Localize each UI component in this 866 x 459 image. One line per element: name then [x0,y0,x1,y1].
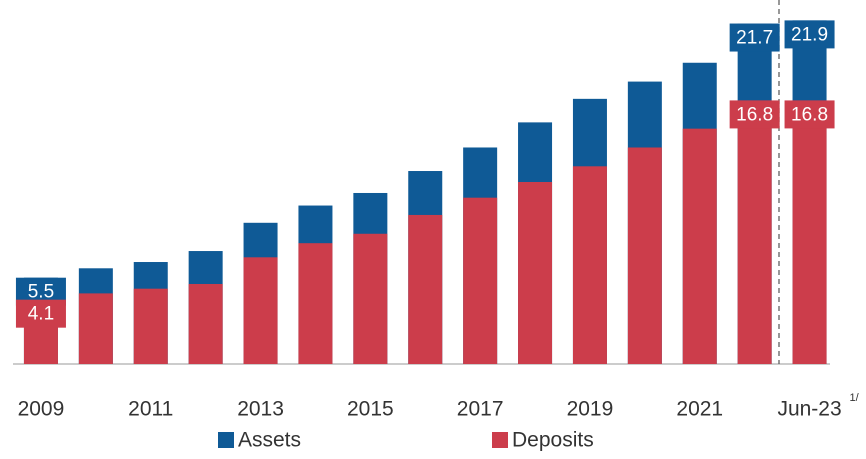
value-label: 5.5 [28,282,54,303]
bar [133,288,168,364]
x-tick-label: 2009 [18,398,65,421]
bar [408,214,443,364]
value-label: 21.9 [791,24,828,45]
bar [518,182,553,364]
x-tick-label: 2021 [676,398,723,421]
value-label-box [729,23,780,52]
footnote-mark: 1/ [850,392,860,404]
x-tick-label: 2019 [567,398,614,421]
value-label-box [784,100,835,129]
bar [463,197,498,364]
legend-swatch [492,432,508,448]
bar [682,128,717,364]
x-tick-label: 2015 [347,398,394,421]
bar [188,283,223,364]
bar [627,147,662,364]
value-label: 4.1 [28,304,54,325]
x-tick-label: 2011 [128,398,173,421]
value-label-box [15,299,66,328]
bar [243,257,278,364]
bar [353,233,388,364]
x-tick-label: 2013 [237,398,284,421]
legend-swatch [218,432,234,448]
x-tick-label: 2017 [457,398,504,421]
bar [792,100,827,365]
x-tick-label: Jun-23 [777,398,841,421]
value-label-box [729,100,780,129]
bar [298,243,333,364]
legend-label: Deposits [512,429,594,452]
bar [737,100,772,365]
bar [78,293,113,364]
bar [572,166,607,364]
value-label: 16.8 [736,104,773,125]
value-label-box [784,20,835,49]
value-label: 16.8 [791,104,828,125]
value-label: 21.7 [736,28,773,49]
legend-label: Assets [238,429,301,452]
